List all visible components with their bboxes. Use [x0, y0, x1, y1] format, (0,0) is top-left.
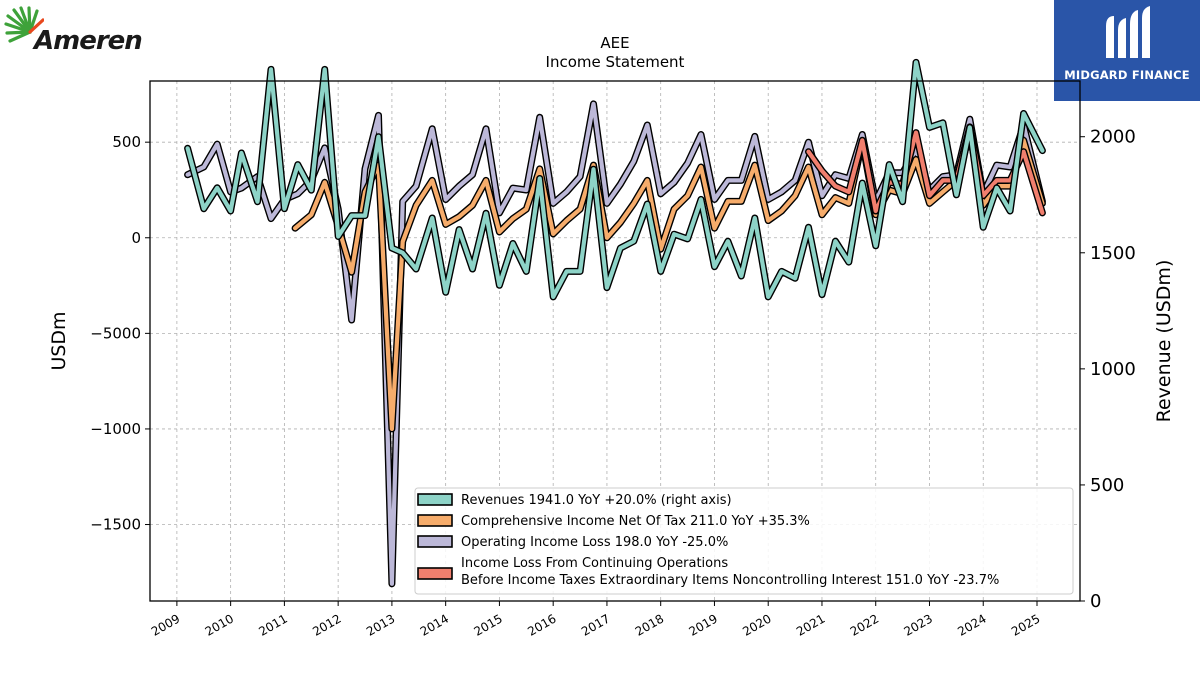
y-tick-label-1: 0 [131, 229, 141, 247]
y-tick-label-3: −1000 [90, 420, 141, 438]
x-tick-label-2018: 2018 [633, 611, 666, 638]
x-tick-label-2010: 2010 [203, 611, 236, 638]
x-tick-label-2015: 2015 [471, 611, 504, 638]
legend-swatch-revenues [417, 493, 453, 506]
x-tick-label-2017: 2017 [579, 611, 612, 638]
y-axis-right-label: Revenue (USDm) [1153, 260, 1175, 423]
series-line-revenues [185, 60, 1045, 299]
left-axis-ticks: 500 0 −5000 −1000 −1500 [90, 133, 150, 534]
plot-frame [149, 80, 1081, 602]
x-tick-label-2013: 2013 [364, 611, 397, 638]
series-outline-comprehensive [291, 131, 1046, 433]
x-tick-label-2025: 2025 [1009, 611, 1042, 638]
chart-title: AEE [600, 34, 629, 52]
x-tick-label-2020: 2020 [740, 611, 773, 638]
y-right-tick-label-0: 2000 [1090, 127, 1136, 148]
series-lines [184, 58, 1046, 588]
x-tick-label-2022: 2022 [848, 611, 881, 638]
x-tick-label-2021: 2021 [794, 611, 827, 638]
chart-subtitle: Income Statement [546, 53, 685, 71]
x-axis-ticks: 2009 2010 2011 2012 2013 2014 2015 2016 2017 2018… [149, 601, 1042, 639]
legend-label-comprehensive: Comprehensive Income Net Of Tax 211.0 Yo… [461, 514, 810, 529]
y-tick-label-0: 500 [112, 133, 141, 151]
x-tick-label-2011: 2011 [256, 611, 289, 638]
ameren-sunburst-icon [4, 6, 44, 43]
series-line-comprehensive [293, 132, 1045, 431]
midgard-wordmark: MIDGARD FINANCE [1064, 68, 1190, 82]
y-right-tick-label-1: 1500 [1090, 243, 1136, 264]
x-tick-label-2019: 2019 [686, 611, 719, 638]
legend-label-pretax-line1: Income Loss From Continuing Operations [461, 556, 728, 571]
y-right-tick-label-4: 0 [1090, 591, 1101, 612]
ameren-logo: Ameren [4, 4, 143, 58]
ameren-wordmark: Ameren [34, 26, 143, 56]
legend: Revenues 1941.0 YoY +20.0% (right axis) … [414, 487, 1074, 595]
legend-label-revenues: Revenues 1941.0 YoY +20.0% (right axis) [461, 493, 732, 508]
series-line-pretax [806, 124, 1045, 215]
y-axis-label: USDm [48, 311, 70, 370]
right-axis-ticks: 2000 1500 1000 500 0 [1080, 127, 1136, 612]
legend-label-pretax-line2: Before Income Taxes Extraordinary Items … [461, 573, 999, 588]
x-tick-label-2016: 2016 [525, 611, 558, 638]
y-tick-label-4: −1500 [90, 516, 141, 534]
x-tick-label-2009: 2009 [149, 611, 182, 638]
legend-swatch-comprehensive [417, 514, 453, 527]
x-tick-label-2023: 2023 [902, 611, 935, 638]
y-tick-label-2: −5000 [90, 324, 141, 342]
x-tick-label-2014: 2014 [418, 611, 451, 638]
y-right-tick-label-3: 500 [1090, 475, 1124, 496]
y-right-tick-label-2: 1000 [1090, 359, 1136, 380]
x-tick-label-2024: 2024 [955, 611, 988, 638]
legend-label-operating: Operating Income Loss 198.0 YoY -25.0% [461, 535, 728, 550]
legend-box [414, 487, 1074, 595]
legend-swatch-operating [417, 535, 453, 548]
x-tick-label-2012: 2012 [310, 611, 343, 638]
legend-swatch-pretax [417, 567, 453, 580]
midgard-m-logo-icon [1106, 6, 1150, 58]
midgard-finance-logo: MIDGARD FINANCE [1054, 0, 1200, 101]
